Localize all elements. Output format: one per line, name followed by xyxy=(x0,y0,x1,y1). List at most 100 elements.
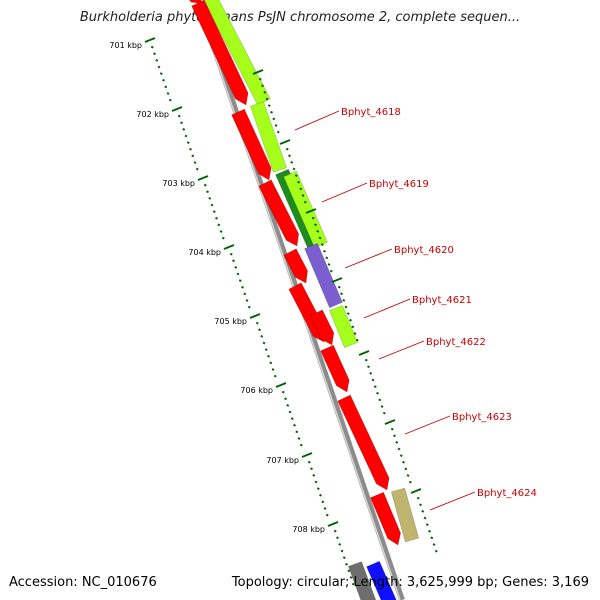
forward-gene-arrow[interactable] xyxy=(191,0,249,106)
forward-gene-arrow[interactable] xyxy=(231,108,272,181)
scale-minor-tick xyxy=(271,368,275,371)
forward-gene-arrow[interactable] xyxy=(320,344,350,393)
scale-minor-tick xyxy=(182,127,186,131)
cog-segment[interactable] xyxy=(329,305,358,348)
scale-minor-tick xyxy=(241,285,244,289)
cog-segment[interactable] xyxy=(250,101,287,173)
outer-tick-mark xyxy=(384,419,396,425)
scale-minor-tick xyxy=(232,259,235,263)
accession-text: Accession: NC_010676 xyxy=(9,575,157,590)
cog-segment[interactable] xyxy=(283,170,328,249)
scale-minor-tick xyxy=(247,305,251,309)
scale-minor-tick xyxy=(264,348,268,352)
outer-tick-mark xyxy=(305,208,317,214)
gene-label[interactable]: Bphyt_4621 xyxy=(412,295,472,306)
outer-minor-tick xyxy=(432,543,436,546)
scale-minor-tick xyxy=(184,134,188,138)
cog-segment[interactable] xyxy=(200,0,271,106)
cog-track xyxy=(200,0,420,600)
cog-segment[interactable] xyxy=(304,242,343,309)
outer-minor-tick xyxy=(367,365,370,369)
scale-tick-label: 701 kbp xyxy=(109,41,142,50)
scale-minor-tick xyxy=(162,78,165,82)
summary-text: Topology: circular; Length: 3,625,999 bp… xyxy=(231,575,589,590)
scale-minor-tick xyxy=(319,493,322,497)
scale-minor-tick xyxy=(210,203,214,207)
outer-minor-tick xyxy=(329,269,333,273)
gene-label[interactable]: Bphyt_4624 xyxy=(477,488,537,499)
scale-minor-tick xyxy=(155,58,159,62)
scale-minor-tick xyxy=(212,210,216,214)
outer-minor-tick xyxy=(346,312,350,316)
outer-minor-tick xyxy=(353,332,357,335)
scale-minor-tick xyxy=(191,154,195,158)
forward-gene-arrow[interactable] xyxy=(283,248,308,284)
outer-minor-tick xyxy=(340,292,343,296)
cog-segment[interactable] xyxy=(348,561,378,600)
scale-minor-tick xyxy=(221,236,225,240)
outer-minor-tick xyxy=(265,97,269,101)
outer-minor-tick xyxy=(369,371,373,375)
gene-leader-line xyxy=(378,340,425,360)
outer-minor-tick xyxy=(327,263,331,266)
scale-minor-tick xyxy=(351,582,355,586)
map-title: Burkholderia phytofirmans PsJN chromosom… xyxy=(79,10,521,25)
forward-gene-arrow[interactable] xyxy=(370,491,401,546)
scale-minor-tick xyxy=(203,183,207,187)
outer-minor-tick xyxy=(393,434,396,438)
cog-segment[interactable] xyxy=(366,560,400,600)
scale-minor-tick xyxy=(269,361,273,365)
forward-gene-arrow[interactable] xyxy=(185,0,202,4)
scale-minor-tick xyxy=(219,230,223,233)
scale-minor-tick xyxy=(295,430,299,434)
outer-minor-tick xyxy=(323,249,326,253)
scale-minor-tick xyxy=(342,556,346,560)
scale-minor-tick xyxy=(153,52,156,56)
outer-minor-tick xyxy=(373,385,377,389)
outer-minor-tick xyxy=(344,305,348,309)
scale-minor-tick xyxy=(186,141,190,145)
scale-minor-tick xyxy=(347,569,351,573)
scale-minor-tick xyxy=(267,354,270,358)
scale-minor-tick xyxy=(215,216,218,220)
scale-minor-tick xyxy=(236,272,240,276)
scale-minor-tick xyxy=(255,321,259,325)
scale-minor-tick xyxy=(262,341,266,345)
gene-label[interactable]: Bphyt_4620 xyxy=(394,245,454,256)
scale-minor-tick xyxy=(157,65,161,69)
outer-minor-tick xyxy=(318,236,322,240)
forward-gene-arrow[interactable] xyxy=(337,394,390,491)
outer-minor-tick xyxy=(404,467,408,471)
scale-minor-tick xyxy=(166,92,170,95)
scale-tick-mark xyxy=(249,313,261,319)
gene-label[interactable]: Bphyt_4618 xyxy=(341,107,401,118)
gene-label[interactable]: Bphyt_4622 xyxy=(426,337,486,348)
forward-gene-arrow[interactable] xyxy=(309,309,335,346)
cog-segment[interactable] xyxy=(390,487,420,543)
scale-minor-tick xyxy=(310,467,313,471)
outer-tick-mark xyxy=(279,139,291,145)
scale-minor-tick xyxy=(164,85,168,89)
outer-minor-tick xyxy=(416,496,420,500)
gene-label[interactable]: Bphyt_4623 xyxy=(452,412,512,423)
scale-minor-tick xyxy=(189,147,192,151)
scale-minor-tick xyxy=(238,279,242,283)
scale-minor-tick xyxy=(195,167,199,171)
forward-gene-arrow[interactable] xyxy=(258,179,300,247)
scale-tick-mark xyxy=(197,175,209,181)
gene-label[interactable]: Bphyt_4619 xyxy=(369,179,429,190)
scale-minor-tick xyxy=(286,403,290,407)
outer-minor-tick xyxy=(408,480,412,484)
outer-tick-mark xyxy=(331,277,343,283)
scale-minor-tick xyxy=(234,265,238,269)
scale-tick-label: 705 kbp xyxy=(214,317,247,326)
scale-minor-tick xyxy=(206,190,209,194)
scale-minor-tick xyxy=(284,397,287,401)
scale-minor-tick xyxy=(258,328,261,332)
outer-minor-tick xyxy=(399,454,403,458)
scale-tick-label: 704 kbp xyxy=(188,248,221,257)
scale-tick-mark xyxy=(171,106,183,112)
scale-minor-tick xyxy=(316,487,320,491)
outer-minor-tick xyxy=(371,378,375,382)
